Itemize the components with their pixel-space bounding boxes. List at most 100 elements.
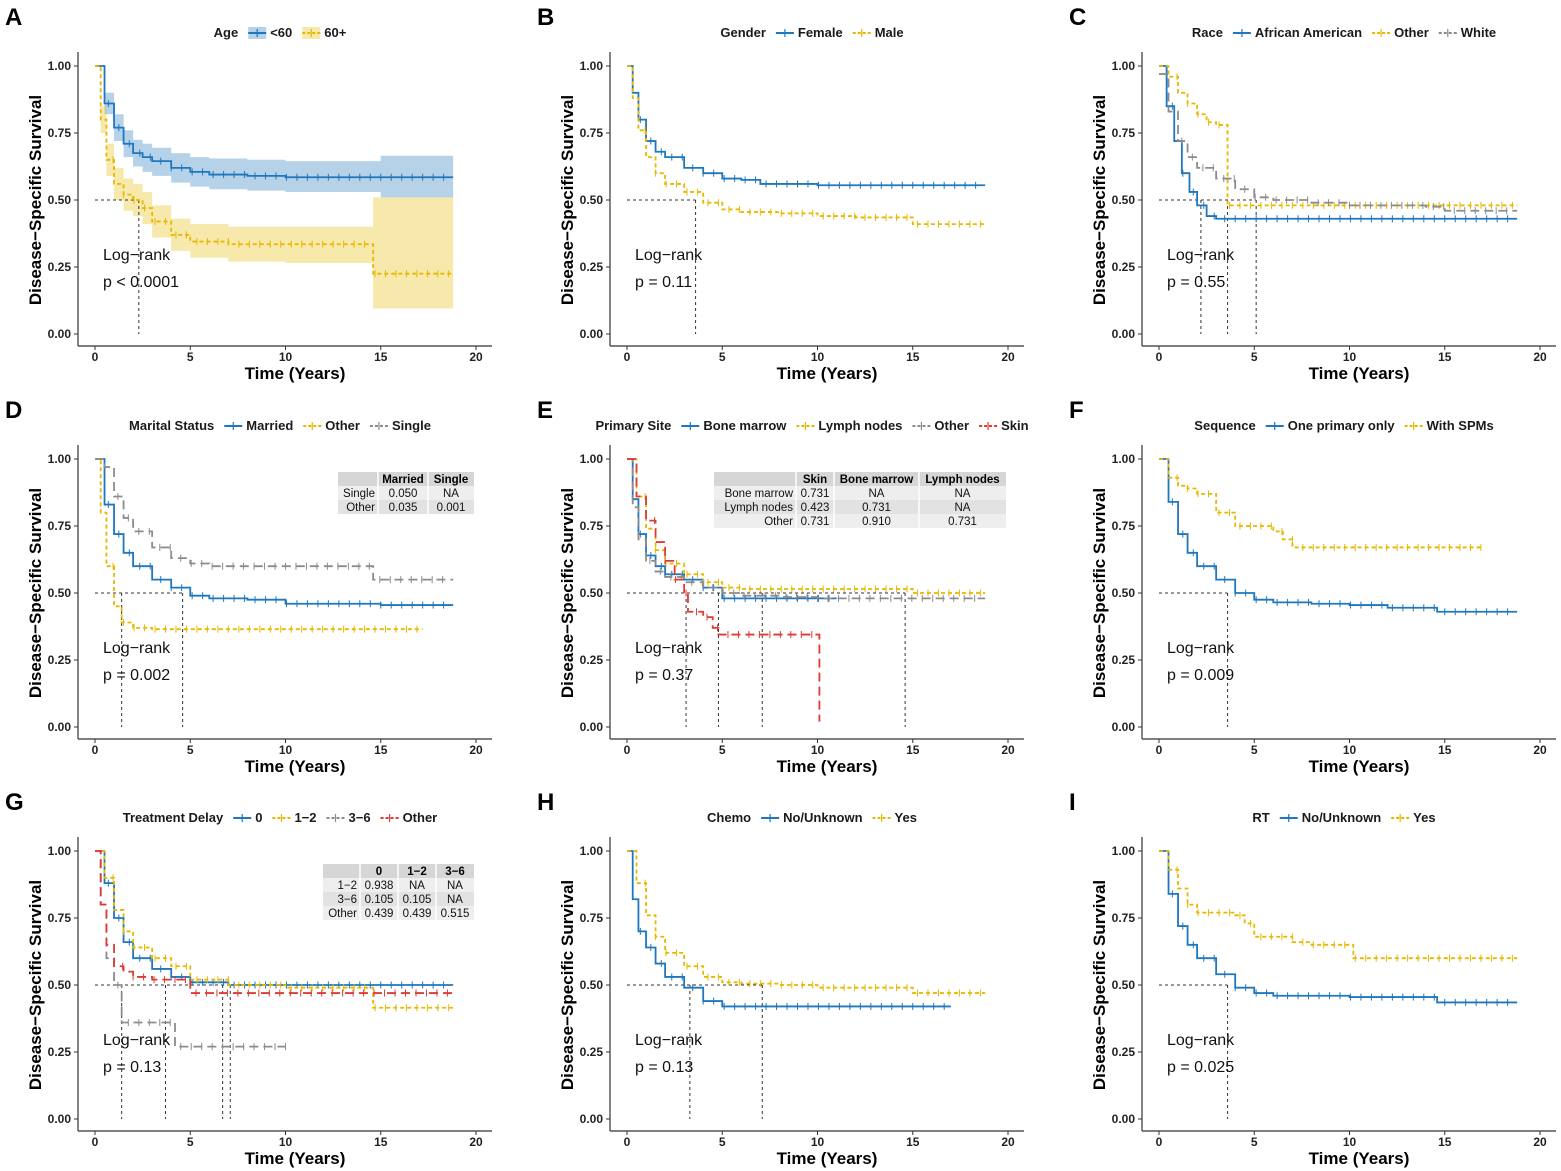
x-tick-label: 10: [1343, 1135, 1357, 1149]
logrank-p-value: p = 0.002: [103, 667, 170, 684]
table-row: [338, 500, 474, 514]
logrank-label: Log−rank: [1167, 1032, 1235, 1049]
x-tick-label: 15: [1438, 350, 1452, 364]
legend-label: Yes: [1413, 810, 1435, 825]
panel-a: A 0.00 0.25 0.50 0.75 1.00 0 5 10 15 20 Time (Years…: [5, 4, 492, 383]
panel-d: D 0.00 0.25 0.50 0.75 1.00 0 5 10 15 20 Time (Years…: [5, 397, 492, 776]
logrank-label: Log−rank: [103, 247, 171, 264]
x-tick-label: 20: [469, 350, 483, 364]
x-axis-title: Time (Years): [245, 1149, 346, 1168]
series-line-0: [1159, 65, 1518, 220]
x-axis-title: Time (Years): [1309, 757, 1410, 776]
x-tick-label: 20: [469, 743, 483, 757]
x-tick-label: 0: [624, 1135, 631, 1149]
table-header-cell: Skin: [803, 474, 827, 486]
x-tick-label: 0: [624, 350, 631, 364]
x-tick-label: 5: [1251, 350, 1258, 364]
y-tick-label: 0.50: [580, 193, 604, 207]
logrank-label: Log−rank: [103, 1032, 171, 1049]
table-cell: 0.105: [365, 894, 394, 906]
logrank-p-value: p = 0.55: [1167, 274, 1225, 291]
legend-label: Lymph nodes: [818, 418, 902, 433]
y-tick-label: 1.00: [48, 59, 72, 73]
panel-label: B: [537, 4, 554, 31]
x-tick-label: 10: [279, 1135, 293, 1149]
legend-label: One primary only: [1288, 418, 1396, 433]
x-tick-label: 10: [811, 743, 825, 757]
x-tick-label: 15: [1438, 743, 1452, 757]
y-tick-label: 0.25: [48, 260, 72, 274]
table-row-label: 3−6: [337, 894, 357, 906]
table-header-cell: Lymph nodes: [925, 474, 999, 486]
panel-b: B 0.00 0.25 0.50 0.75 1.00 0 5 10 15 20 Time (Years…: [537, 4, 1024, 383]
legend-label: No/Unknown: [1302, 810, 1381, 825]
table-header-cell: Married: [382, 474, 424, 486]
table-cell: 0.731: [948, 516, 977, 528]
y-axis-title: Disease−Specific Survival: [26, 488, 45, 698]
legend: Gender Female Male: [720, 25, 903, 40]
y-tick-label: 0.75: [1112, 519, 1136, 533]
series-line-0: [95, 458, 454, 606]
legend-label: Other: [403, 810, 438, 825]
series-line-1: [1159, 850, 1518, 960]
legend-label: Married: [246, 418, 293, 433]
series-line-2: [1159, 73, 1518, 212]
y-axis-title: Disease−Specific Survival: [1090, 488, 1109, 698]
x-tick-label: 15: [906, 350, 920, 364]
y-axis-title: Disease−Specific Survival: [1090, 880, 1109, 1090]
legend-title: RT: [1252, 810, 1269, 825]
legend-label: Bone marrow: [703, 418, 787, 433]
x-tick-label: 10: [279, 350, 293, 364]
logrank-label: Log−rank: [635, 247, 703, 264]
y-tick-label: 0.00: [580, 327, 604, 341]
pairwise-table: Married Single Single 0.050 NA Other 0.035 0.00…: [338, 472, 474, 514]
x-axis-title: Time (Years): [777, 1149, 878, 1168]
y-tick-label: 0.25: [580, 260, 604, 274]
x-axis-title: Time (Years): [245, 364, 346, 383]
legend-title: Sequence: [1194, 418, 1255, 433]
x-tick-label: 0: [92, 743, 99, 757]
x-tick-label: 5: [187, 743, 194, 757]
logrank-p-value: p < 0.0001: [103, 274, 179, 291]
y-tick-label: 0.50: [48, 193, 72, 207]
y-tick-label: 0.75: [580, 519, 604, 533]
y-axis-title: Disease−Specific Survival: [558, 488, 577, 698]
x-tick-label: 0: [1156, 1135, 1163, 1149]
y-tick-label: 1.00: [48, 844, 72, 858]
x-tick-label: 5: [1251, 743, 1258, 757]
table-row-label: Other: [346, 502, 375, 514]
y-tick-label: 0.50: [48, 586, 72, 600]
legend: Marital Status Married Other Single: [129, 418, 431, 433]
y-tick-label: 1.00: [580, 452, 604, 466]
x-tick-label: 5: [1251, 1135, 1258, 1149]
y-tick-label: 0.75: [48, 126, 72, 140]
legend-label: Female: [798, 25, 843, 40]
x-tick-label: 15: [906, 743, 920, 757]
table-row-label: Other: [764, 516, 793, 528]
series-line-0: [1159, 458, 1518, 613]
table-cell: 0.910: [862, 516, 891, 528]
legend-label: Other: [934, 418, 969, 433]
x-tick-label: 0: [1156, 350, 1163, 364]
x-tick-label: 15: [1438, 1135, 1452, 1149]
x-tick-label: 20: [469, 1135, 483, 1149]
table-row: [714, 514, 1006, 528]
table-row-label: Bone marrow: [725, 488, 794, 500]
legend-title: Age: [214, 25, 239, 40]
legend: Treatment Delay 0 1−2 3−6 Other: [123, 810, 437, 825]
y-tick-label: 0.00: [580, 720, 604, 734]
series-line-1: [95, 65, 454, 275]
series-line-1: [1159, 458, 1483, 549]
y-tick-label: 0.50: [1112, 586, 1136, 600]
y-tick-label: 0.50: [580, 978, 604, 992]
panel-label: I: [1069, 789, 1076, 816]
legend: Sequence One primary only With SPMs: [1194, 418, 1493, 433]
y-tick-label: 1.00: [1112, 452, 1136, 466]
y-tick-label: 0.75: [48, 911, 72, 925]
table-cell: 0.731: [862, 502, 891, 514]
y-tick-label: 0.25: [1112, 260, 1136, 274]
table-header-cell: 0: [376, 866, 382, 878]
table-row-label: Single: [343, 488, 375, 500]
x-tick-label: 15: [374, 1135, 388, 1149]
legend-key-fill: [248, 27, 267, 39]
